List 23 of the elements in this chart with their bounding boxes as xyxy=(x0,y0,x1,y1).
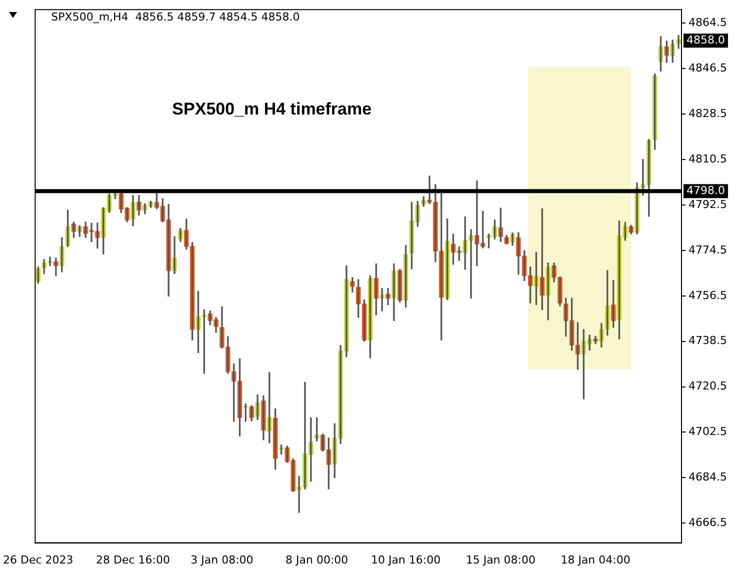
y-tick-label: 4774.5 xyxy=(688,243,728,256)
x-tick-label: 28 Dec 16:00 xyxy=(96,553,170,566)
x-tick-label: 15 Jan 08:00 xyxy=(466,553,536,566)
text: 4858.0 xyxy=(686,33,726,46)
y-tick-label: 4864.5 xyxy=(688,16,728,30)
y-tick-label: 4738.5 xyxy=(688,334,728,348)
chart-title: SPX500_m,H4 4856.5 4859.7 4854.5 4858.0 xyxy=(51,10,300,24)
y-tick-label: 4846.5 xyxy=(688,62,728,75)
y-tick-label: 4720.5 xyxy=(688,380,728,393)
ref-line-label: 4798.0 xyxy=(686,184,726,197)
annotation: SPX500_m H4 timeframe xyxy=(172,99,372,118)
y-tick-label: 4828.5 xyxy=(688,106,728,120)
x-tick-label: 18 Jan 04:00 xyxy=(560,553,630,566)
x-tick-label: 10 Jan 16:00 xyxy=(370,553,441,566)
y-tick-label: 4666.5 xyxy=(688,516,728,529)
y-tick-label: 4684.5 xyxy=(688,470,728,484)
x-tick-label: 8 Jan 00:00 xyxy=(286,553,348,566)
x-tick-label: 3 Jan 08:00 xyxy=(190,553,254,566)
y-tick-label: 4756.5 xyxy=(688,288,728,302)
x-tick-label: 26 Dec 2023 xyxy=(3,553,74,566)
y-tick-label: 4810.5 xyxy=(688,152,728,166)
y-tick-label: 4702.5 xyxy=(688,425,728,438)
y-tick-label: 4792.5 xyxy=(688,198,728,211)
